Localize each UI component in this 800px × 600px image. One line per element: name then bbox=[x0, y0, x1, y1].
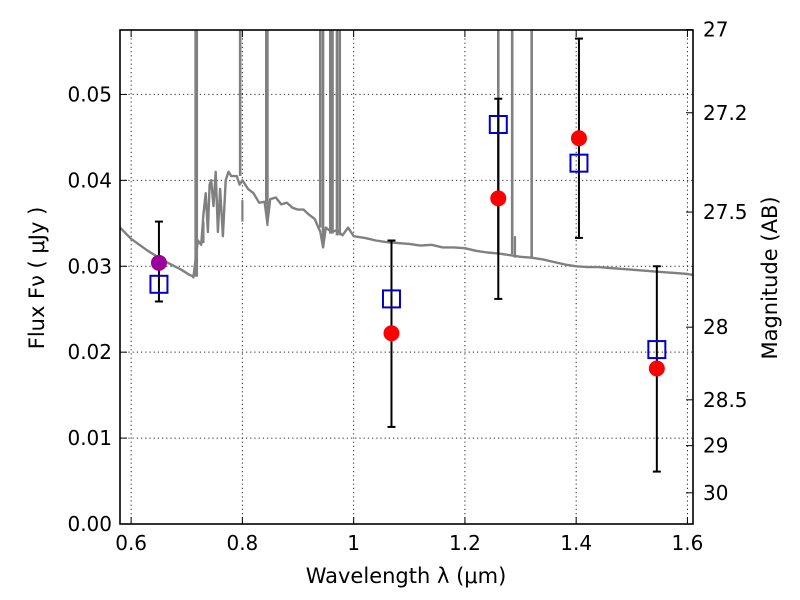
y2-axis-ticks: 27 27.2 27.5 28 28.5 29 30 bbox=[686, 18, 748, 505]
grid-lines bbox=[120, 30, 693, 525]
y2-tick-label: 28.5 bbox=[703, 388, 748, 412]
y2-tick-label: 27.5 bbox=[703, 200, 748, 224]
data-markers bbox=[149, 115, 667, 377]
model-square-marker bbox=[381, 289, 401, 309]
y2-axis-title: Magnitude (AB) bbox=[758, 196, 782, 359]
model-square-marker bbox=[488, 115, 508, 135]
y-tick-label: 0.01 bbox=[67, 426, 112, 450]
y2-tick-label: 27 bbox=[703, 18, 728, 42]
y-tick-label: 0.04 bbox=[67, 168, 112, 192]
template-spectrum bbox=[120, 30, 693, 279]
observed-circle-marker bbox=[383, 325, 400, 342]
x-axis-ticks: 0.6 0.8 1 1.2 1.4 1.6 bbox=[115, 30, 703, 555]
y-tick-label: 0.02 bbox=[67, 340, 112, 364]
y-axis-title: Flux Fν ( μJy ) bbox=[25, 207, 49, 350]
model-square-marker bbox=[647, 340, 667, 360]
x-tick-label: 1.6 bbox=[672, 531, 704, 555]
x-tick-label: 1 bbox=[347, 531, 360, 555]
model-square-marker bbox=[149, 274, 169, 294]
x-tick-label: 0.8 bbox=[226, 531, 258, 555]
y-tick-label: 0.03 bbox=[67, 254, 112, 278]
y2-tick-label: 29 bbox=[703, 434, 728, 458]
y2-tick-label: 30 bbox=[703, 481, 728, 505]
observed-circle-marker bbox=[490, 190, 507, 207]
y2-tick-label: 27.2 bbox=[703, 101, 748, 125]
model-square-marker bbox=[569, 153, 589, 173]
y-tick-label: 0.00 bbox=[67, 512, 112, 536]
x-axis-title: Wavelength λ (μm) bbox=[306, 564, 507, 588]
spectrum-line bbox=[120, 170, 693, 279]
observed-circle-marker bbox=[150, 254, 167, 271]
observed-circle-marker bbox=[570, 130, 587, 147]
y-tick-label: 0.05 bbox=[67, 82, 112, 106]
y-axis-ticks: 0.00 0.01 0.02 0.03 0.04 0.05 bbox=[67, 82, 127, 536]
error-bars bbox=[154, 37, 661, 473]
y2-tick-label: 28 bbox=[703, 315, 728, 339]
plot-frame bbox=[119, 29, 694, 525]
x-tick-label: 1.2 bbox=[449, 531, 481, 555]
observed-circle-marker bbox=[648, 360, 665, 377]
x-tick-label: 0.6 bbox=[115, 531, 147, 555]
x-tick-label: 1.4 bbox=[560, 531, 592, 555]
